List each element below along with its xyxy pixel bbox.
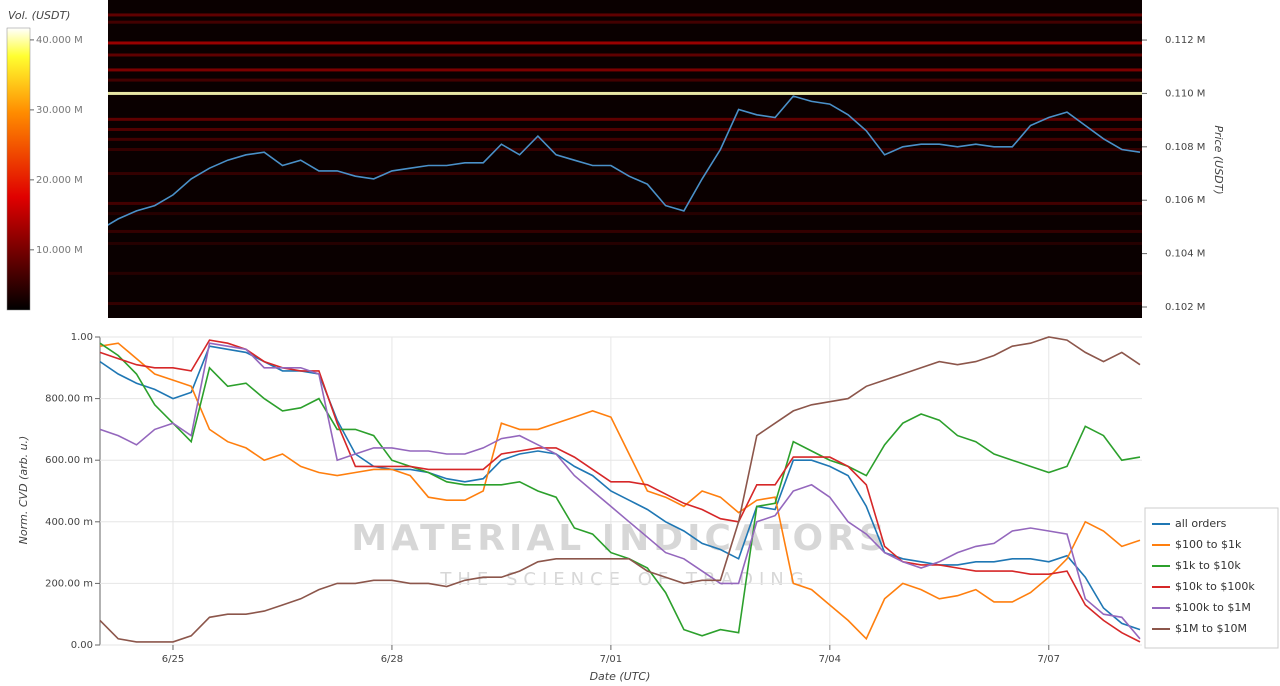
cvd-line <box>99 342 1141 640</box>
heat-level <box>108 302 1142 306</box>
cvd-line <box>99 336 1141 643</box>
y-tick-label: 200.00 m <box>45 578 93 589</box>
price-tick-label: 0.102 M <box>1165 302 1205 313</box>
legend-label: all orders <box>1175 517 1227 530</box>
colorbar-tick-label: 40.000 M <box>36 35 83 46</box>
watermark: MATERIAL INDICATORS <box>351 518 889 559</box>
heat-level <box>108 212 1142 216</box>
x-tick-label: 7/07 <box>1038 654 1060 665</box>
x-axis-label: Date (UTC) <box>590 670 651 683</box>
cvd-line <box>99 345 1141 631</box>
y-tick-label: 400.00 m <box>45 517 93 528</box>
cvd-line <box>99 342 1141 641</box>
legend-label: $100 to $1k <box>1175 538 1242 551</box>
heat-level <box>108 78 1142 82</box>
heat-level <box>108 20 1142 24</box>
heat-level <box>108 127 1142 131</box>
heat-level <box>108 41 1142 45</box>
price-axis-label: Price (USDT) <box>1212 125 1225 194</box>
legend <box>1144 507 1279 649</box>
colorbar-tick-label: 30.000 M <box>36 105 83 116</box>
colorbar-title: Vol. (USDT) <box>8 9 70 22</box>
x-tick-label: 7/04 <box>819 654 841 665</box>
heat-level <box>108 91 1142 95</box>
price-tick-label: 0.108 M <box>1165 142 1205 153</box>
colorbar <box>6 27 31 311</box>
x-tick-label: 6/28 <box>381 654 403 665</box>
heat-level <box>108 201 1142 205</box>
y-tick-label: 0.00 <box>71 640 93 651</box>
price-tick-label: 0.106 M <box>1165 195 1205 206</box>
price-tick-label: 0.110 M <box>1165 88 1205 99</box>
price-tick-label: 0.112 M <box>1165 35 1205 46</box>
y-tick-label: 800.00 m <box>45 394 93 405</box>
x-tick-label: 7/01 <box>600 654 622 665</box>
heat-level <box>108 147 1142 151</box>
cvd-plot-area <box>100 337 1142 645</box>
legend-label: $1M to $10M <box>1175 622 1247 635</box>
heat-level <box>108 271 1142 275</box>
legend-label: $1k to $10k <box>1175 559 1241 572</box>
x-tick-label: 6/25 <box>162 654 184 665</box>
heat-level <box>108 13 1142 17</box>
y-axis-label: Norm. CVD (arb. u.) <box>17 436 30 545</box>
watermark-subtitle: THE SCIENCE OF TRADING <box>439 569 809 590</box>
heatmap-background <box>108 0 1142 318</box>
heat-level <box>108 68 1142 72</box>
legend-label: $10k to $100k <box>1175 580 1255 593</box>
y-tick-label: 1.00 <box>71 332 93 343</box>
heat-level <box>108 241 1142 245</box>
colorbar-tick-label: 20.000 M <box>36 175 83 186</box>
heat-level <box>108 137 1142 141</box>
heat-level <box>108 117 1142 121</box>
cvd-line <box>99 342 1141 637</box>
heat-level <box>108 229 1142 233</box>
cvd-line <box>99 339 1141 643</box>
colorbar-tick-label: 10.000 M <box>36 245 83 256</box>
y-tick-label: 600.00 m <box>45 455 93 466</box>
heat-level <box>108 53 1142 57</box>
price-tick-label: 0.104 M <box>1165 249 1205 260</box>
legend-label: $100k to $1M <box>1175 601 1251 614</box>
price-line <box>108 95 1141 226</box>
